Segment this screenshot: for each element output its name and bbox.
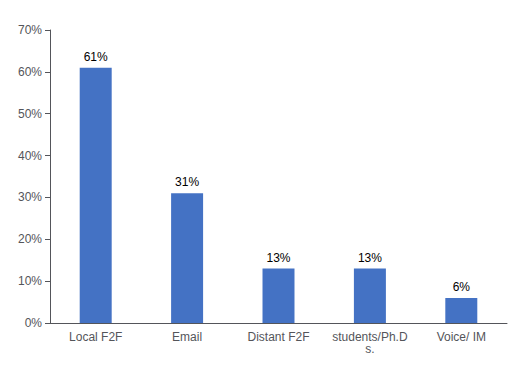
svg-text:50%: 50% [18, 107, 42, 121]
svg-text:Voice/ IM: Voice/ IM [437, 330, 486, 344]
svg-text:70%: 70% [18, 23, 42, 37]
svg-text:s.: s. [365, 342, 374, 356]
svg-text:6%: 6% [453, 280, 471, 294]
svg-text:students/Ph.D: students/Ph.D [332, 330, 408, 344]
svg-text:20%: 20% [18, 232, 42, 246]
svg-text:13%: 13% [358, 251, 382, 265]
svg-text:13%: 13% [266, 251, 290, 265]
svg-text:31%: 31% [175, 175, 199, 189]
svg-text:Email: Email [172, 330, 202, 344]
svg-text:0%: 0% [25, 316, 43, 330]
svg-text:60%: 60% [18, 65, 42, 79]
svg-text:40%: 40% [18, 149, 42, 163]
svg-text:10%: 10% [18, 274, 42, 288]
svg-text:Local F2F: Local F2F [69, 330, 122, 344]
svg-text:Distant F2F: Distant F2F [247, 330, 309, 344]
svg-text:30%: 30% [18, 190, 42, 204]
svg-text:61%: 61% [84, 50, 108, 64]
